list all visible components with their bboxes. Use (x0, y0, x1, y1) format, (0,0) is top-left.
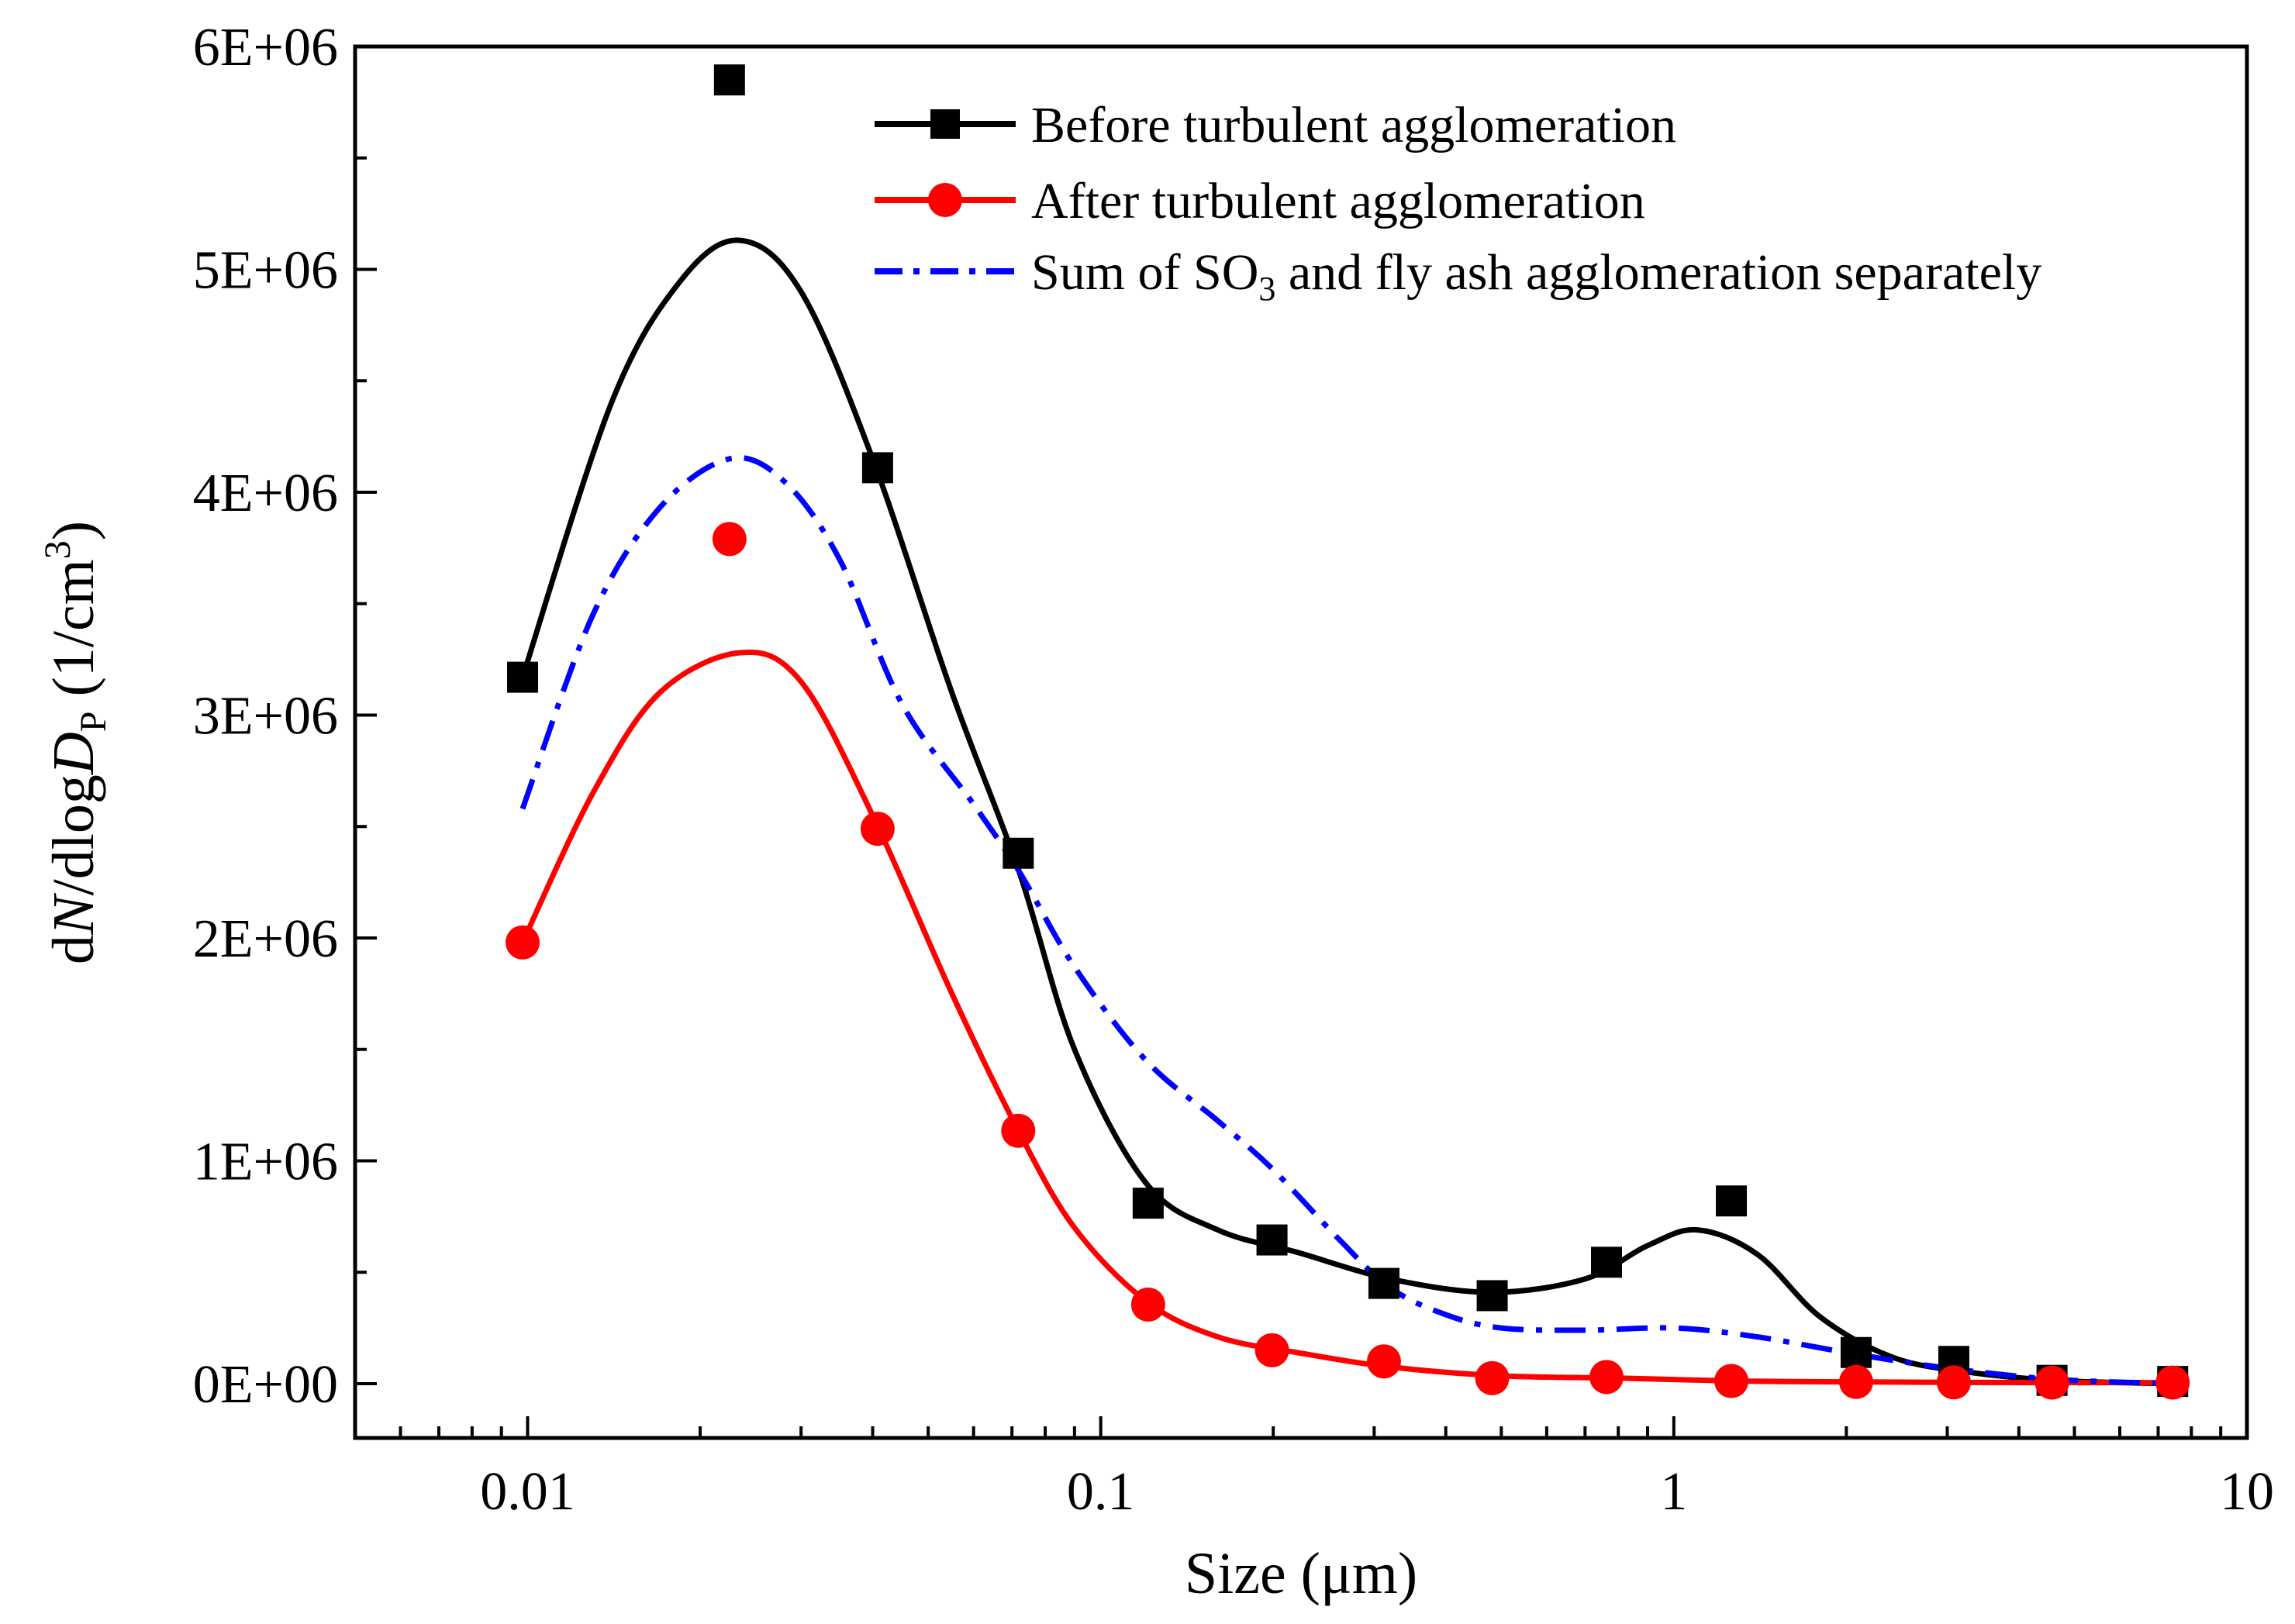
y-axis-title-unit: (1/cm (41, 559, 106, 711)
marker-before (1368, 1267, 1399, 1299)
marker-after (2034, 1365, 2069, 1400)
legend-label-sum-prefix: Sum of SO (1031, 244, 1258, 301)
y-axis-title-unit-sup: 3 (37, 540, 78, 559)
y-tick-label: 4E+06 (193, 464, 338, 523)
marker-before (1256, 1224, 1288, 1256)
marker-before (713, 64, 745, 96)
legend-item-after: After turbulent agglomeration (875, 173, 1645, 229)
y-axis-title: dN/dlogDP (1/cm3) (37, 521, 114, 964)
legend-marker-before (930, 109, 960, 139)
marker-before (1840, 1336, 1872, 1368)
legend-label-sum-suffix: and fly ash agglomeration separately (1275, 244, 2041, 301)
y-axis-title-d: d (41, 935, 106, 964)
x-tick-label: 0.1 (1067, 1462, 1135, 1522)
y-axis-title-n: N (41, 892, 106, 936)
marker-after (1838, 1364, 1873, 1399)
y-tick-label: 0E+00 (193, 1355, 338, 1415)
marker-before (1003, 837, 1034, 869)
marker-before (861, 452, 893, 484)
marker-after (712, 522, 747, 557)
marker-before (1476, 1280, 1508, 1312)
marker-after (1254, 1333, 1289, 1367)
marker-before (1716, 1185, 1748, 1217)
curve-after (519, 650, 2173, 1386)
legend-label-sum-sub: 3 (1258, 270, 1275, 308)
legend: Before turbulent agglomeration After tur… (875, 97, 2041, 308)
marker-after (860, 812, 895, 846)
marker-before (507, 661, 539, 693)
marker-after (1475, 1360, 1510, 1395)
x-tick-labels: 0.01 0.1 1 10 (480, 1462, 2274, 1522)
marker-after (2155, 1365, 2190, 1400)
legend-item-before: Before turbulent agglomeration (875, 97, 1676, 153)
plot-area: 0.01 0.1 1 10 0E+00 1E+06 2E+06 3E+06 4E+06 5E+0… (193, 18, 2274, 1522)
y-tick-label: 3E+06 (193, 687, 338, 746)
marker-after (1130, 1287, 1165, 1322)
marker-before (1591, 1246, 1623, 1278)
x-tick-label: 10 (2220, 1462, 2274, 1522)
legend-label-before: Before turbulent agglomeration (1031, 97, 1676, 153)
marker-after (1366, 1344, 1401, 1379)
marker-after (506, 925, 540, 960)
marker-after (1589, 1360, 1624, 1395)
plot-frame (353, 44, 2249, 1440)
marker-after (1001, 1113, 1036, 1148)
y-tick-label: 1E+06 (193, 1133, 338, 1192)
y-axis-title-dp: D (41, 732, 106, 775)
legend-marker-after (928, 183, 962, 217)
y-tick-labels: 0E+00 1E+06 2E+06 3E+06 4E+06 5E+06 6E+06 (193, 18, 338, 1415)
y-axis-title-dlog: /dlog (41, 774, 106, 895)
y-axis-title-unit-close: ) (41, 521, 106, 540)
axis-ticks (354, 45, 2248, 1438)
y-tick-label: 5E+06 (193, 241, 338, 301)
x-tick-label: 0.01 (480, 1462, 575, 1522)
x-axis-title: Size (μm) (1185, 1541, 1417, 1606)
series-curves (519, 237, 2173, 1387)
legend-label-after: After turbulent agglomeration (1031, 173, 1645, 229)
x-tick-label: 1 (1660, 1462, 1687, 1522)
marker-before (1132, 1188, 1164, 1219)
marker-after (1714, 1364, 1749, 1398)
legend-item-sum: Sum of SO3 and fly ash agglomeration sep… (875, 244, 2041, 308)
y-tick-label: 6E+06 (193, 18, 338, 78)
legend-label-sum: Sum of SO3 and fly ash agglomeration sep… (1031, 244, 2041, 308)
curve-sum (519, 455, 2173, 1387)
series-markers (506, 64, 2190, 1400)
marker-after (1936, 1365, 1971, 1400)
y-axis-title-sub-p: P (73, 712, 114, 733)
y-tick-label: 2E+06 (193, 909, 338, 969)
curve-before (519, 237, 2173, 1387)
